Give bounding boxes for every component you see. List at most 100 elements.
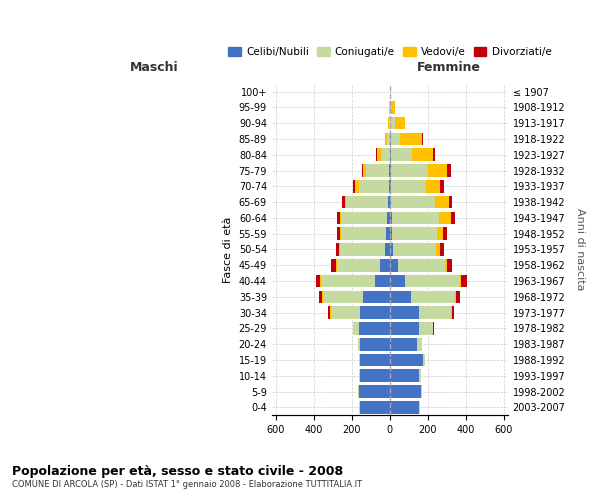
Bar (455, 290, 457, 303)
Text: Femmine: Femmine (417, 60, 481, 74)
Bar (387, 132, 390, 145)
Y-axis label: Fasce di età: Fasce di età (223, 216, 233, 282)
Bar (447, 259, 452, 272)
Bar (433, 322, 434, 334)
Bar (440, 180, 444, 192)
Bar (390, 180, 391, 192)
Bar (390, 228, 392, 240)
Bar (419, 322, 433, 334)
Bar (366, 164, 389, 177)
Bar (461, 274, 467, 287)
Bar (445, 259, 447, 272)
Bar (342, 196, 345, 208)
Bar (377, 148, 381, 161)
Bar (443, 228, 447, 240)
Bar (359, 370, 361, 382)
Bar (316, 274, 320, 287)
Bar (340, 212, 341, 224)
Bar (322, 290, 323, 303)
Bar (341, 228, 386, 240)
Bar (419, 370, 421, 382)
Bar (390, 132, 391, 145)
Bar (391, 164, 428, 177)
Bar (439, 212, 451, 224)
Bar (381, 148, 390, 161)
Bar (335, 243, 340, 256)
Bar (391, 132, 400, 145)
Bar (405, 274, 460, 287)
Bar (460, 274, 461, 287)
Bar (359, 386, 390, 398)
Bar (449, 196, 452, 208)
Bar (419, 306, 451, 319)
Text: Maschi: Maschi (130, 60, 178, 74)
Bar (331, 306, 361, 319)
Bar (346, 196, 388, 208)
Bar (428, 164, 447, 177)
Bar (335, 259, 337, 272)
Bar (386, 228, 390, 240)
Bar (359, 322, 390, 334)
Bar (358, 386, 359, 398)
Bar (390, 338, 418, 350)
Bar (391, 101, 395, 114)
Bar (340, 243, 385, 256)
Bar (363, 164, 366, 177)
Bar (390, 322, 419, 334)
Bar (385, 132, 387, 145)
Bar (341, 212, 387, 224)
Bar (436, 243, 440, 256)
Bar (319, 290, 322, 303)
Bar (388, 196, 390, 208)
Bar (390, 259, 398, 272)
Bar (323, 290, 363, 303)
Bar (361, 354, 390, 366)
Bar (361, 401, 390, 413)
Bar (440, 243, 444, 256)
Bar (421, 386, 422, 398)
Bar (451, 306, 452, 319)
Y-axis label: Anni di nascita: Anni di nascita (575, 208, 585, 290)
Bar (391, 148, 412, 161)
Text: COMUNE DI ARCOLA (SP) - Dati ISTAT 1° gennaio 2008 - Elaborazione TUTTITALIA.IT: COMUNE DI ARCOLA (SP) - Dati ISTAT 1° ge… (12, 480, 362, 489)
Bar (411, 290, 455, 303)
Text: Popolazione per età, sesso e stato civile - 2008: Popolazione per età, sesso e stato civil… (12, 465, 343, 478)
Bar (418, 338, 422, 350)
Bar (362, 164, 363, 177)
Bar (389, 117, 390, 130)
Bar (337, 212, 340, 224)
Bar (321, 274, 374, 287)
Bar (380, 259, 390, 272)
Bar (400, 132, 422, 145)
Bar (374, 274, 390, 287)
Bar (390, 401, 419, 413)
Bar (422, 132, 423, 145)
Bar (390, 306, 419, 319)
Bar (447, 164, 451, 177)
Bar (433, 148, 434, 161)
Bar (423, 354, 425, 366)
Bar (363, 290, 390, 303)
Bar (451, 212, 455, 224)
Bar (392, 243, 436, 256)
Bar (376, 148, 377, 161)
Bar (437, 228, 443, 240)
Bar (358, 338, 361, 350)
Bar (385, 243, 390, 256)
Bar (390, 274, 405, 287)
Bar (395, 117, 405, 130)
Bar (412, 148, 433, 161)
Bar (426, 180, 440, 192)
Bar (388, 117, 389, 130)
Bar (361, 370, 390, 382)
Bar (359, 354, 361, 366)
Bar (390, 148, 391, 161)
Bar (355, 180, 359, 192)
Bar (390, 243, 392, 256)
Bar (359, 180, 389, 192)
Bar (390, 101, 391, 114)
Bar (398, 259, 445, 272)
Bar (390, 354, 423, 366)
Bar (389, 180, 390, 192)
Bar (320, 274, 321, 287)
